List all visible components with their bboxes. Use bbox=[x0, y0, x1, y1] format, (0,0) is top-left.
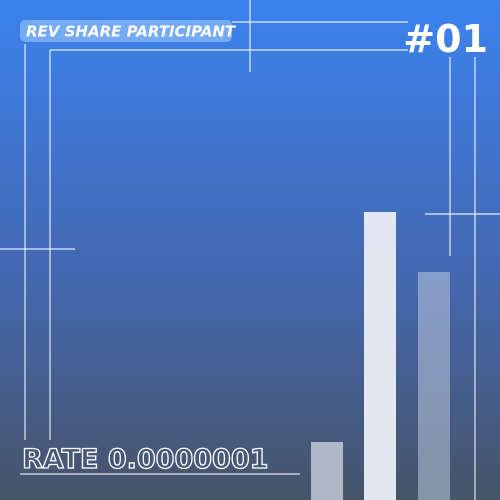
bar bbox=[418, 272, 450, 500]
badge-bg bbox=[20, 20, 232, 42]
badge-text: REV SHARE PARTICIPANT bbox=[26, 23, 237, 41]
bar bbox=[364, 212, 396, 500]
bars bbox=[311, 212, 450, 500]
bar bbox=[311, 442, 343, 500]
card-number: #01 bbox=[403, 17, 488, 61]
rate: RATE 0.0000001 bbox=[22, 444, 268, 475]
